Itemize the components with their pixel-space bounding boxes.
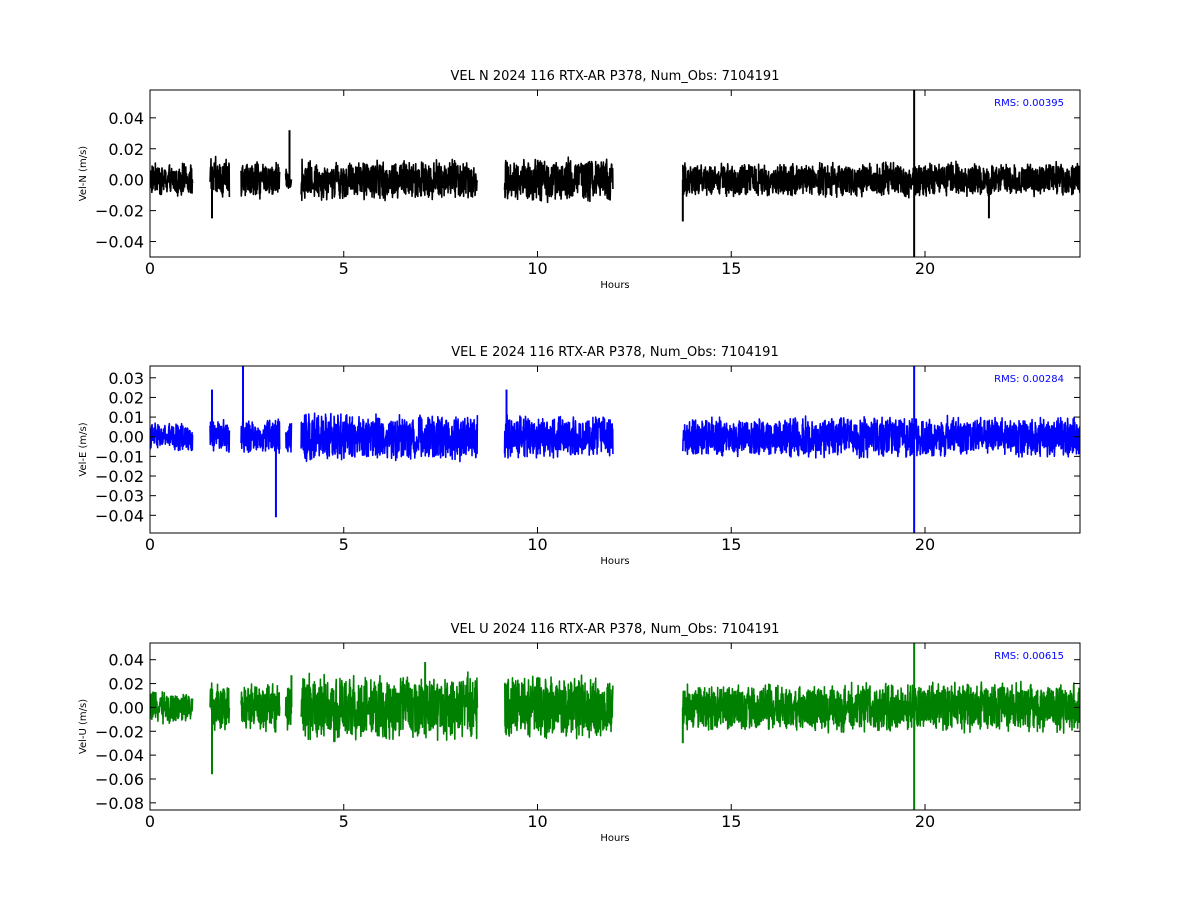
data-segment — [503, 414, 614, 459]
series-trace — [150, 366, 1080, 533]
chart-title: VEL N 2024 116 RTX-AR P378, Num_Obs: 710… — [451, 69, 780, 84]
data-segment — [150, 691, 194, 725]
data-segment — [240, 418, 281, 454]
data-segment — [150, 162, 194, 197]
y-tick-label: 0.04 — [108, 109, 144, 128]
x-tick-label: 0 — [145, 535, 155, 554]
y-axis-label: Vel-U (m/s) — [78, 699, 89, 754]
x-axis-label: Hours — [600, 280, 629, 291]
axes-frame — [149, 365, 1081, 534]
chart-title: VEL E 2024 116 RTX-AR P378, Num_Obs: 710… — [451, 345, 778, 360]
y-tick-label: 0.03 — [108, 369, 144, 388]
y-tick-label: −0.02 — [95, 722, 144, 741]
y-tick-label: 0.02 — [108, 388, 144, 407]
data-segment — [682, 680, 1080, 734]
y-tick-label: −0.01 — [95, 447, 144, 466]
subplot-2: 0 5 10 15 20 0.030.020.010.00−0.01−0.02−0.03−… — [78, 345, 1081, 567]
y-tick-label: 0.00 — [108, 171, 144, 190]
series-trace — [150, 90, 1080, 257]
x-tick-label: 20 — [915, 812, 935, 831]
y-tick-label: 0.00 — [108, 428, 144, 447]
x-axis-label: Hours — [600, 833, 629, 844]
x-tick-label: 15 — [721, 535, 741, 554]
x-tick-label: 0 — [145, 812, 155, 831]
x-tick-label: 5 — [339, 535, 349, 554]
rms-label: RMS: 0.00284 — [994, 374, 1064, 385]
y-tick-label: 0.02 — [108, 675, 144, 694]
chart-title: VEL U 2024 116 RTX-AR P378, Num_Obs: 710… — [451, 622, 780, 637]
subplot-3: 0 5 10 15 20 0.04 0.02 0.00 −0.02 −0.04 −0.06 −0.08… — [78, 622, 1081, 844]
data-segment — [150, 422, 194, 452]
x-tick-label: 20 — [915, 535, 935, 554]
y-tick-label: −0.02 — [95, 467, 144, 486]
x-tick-label: 10 — [527, 535, 547, 554]
data-segment — [240, 161, 281, 200]
y-tick-label: 0.04 — [108, 651, 144, 670]
rms-label: RMS: 0.00395 — [994, 98, 1064, 109]
y-tick-label: −0.03 — [95, 487, 144, 506]
data-segment — [209, 682, 231, 731]
x-tick-label: 10 — [527, 259, 547, 278]
y-tick-label: −0.02 — [95, 202, 144, 221]
data-segment — [284, 168, 293, 189]
data-segment — [300, 671, 479, 743]
y-tick-label: −0.04 — [95, 746, 144, 765]
data-segment — [240, 683, 281, 733]
rms-label: RMS: 0.00615 — [994, 651, 1064, 662]
y-axis-label: Vel-N (m/s) — [78, 146, 89, 201]
axes-frame — [149, 89, 1081, 258]
y-axis-label: Vel-E (m/s) — [78, 422, 89, 476]
x-axis-label: Hours — [600, 556, 629, 567]
x-tick-label: 10 — [527, 812, 547, 831]
data-segment — [682, 160, 1080, 199]
data-segment — [682, 414, 1080, 459]
data-segment — [300, 412, 479, 463]
y-tick-label: −0.06 — [95, 770, 144, 789]
x-tick-label: 5 — [339, 812, 349, 831]
data-segment — [209, 418, 231, 453]
x-tick-label: 15 — [721, 812, 741, 831]
axes-frame — [149, 642, 1081, 811]
y-tick-label: −0.08 — [95, 794, 144, 813]
y-tick-label: 0.01 — [108, 408, 144, 427]
x-tick-label: 5 — [339, 259, 349, 278]
x-tick-label: 20 — [915, 259, 935, 278]
data-segment — [300, 158, 479, 202]
y-tick-label: −0.04 — [95, 506, 144, 525]
y-tick-label: −0.04 — [95, 233, 144, 252]
series-trace — [150, 643, 1080, 810]
y-tick-label: 0.02 — [108, 140, 144, 159]
y-tick-label: 0.00 — [108, 698, 144, 717]
x-tick-label: 15 — [721, 259, 741, 278]
subplot-1: 0 5 10 15 20 0.04 0.02 0.00 −0.02 −0.04 VEL N 2024… — [78, 69, 1081, 291]
data-segment — [284, 423, 293, 453]
data-segment — [209, 155, 231, 198]
x-tick-label: 0 — [145, 259, 155, 278]
data-segment — [503, 156, 614, 204]
data-segment — [504, 674, 614, 740]
